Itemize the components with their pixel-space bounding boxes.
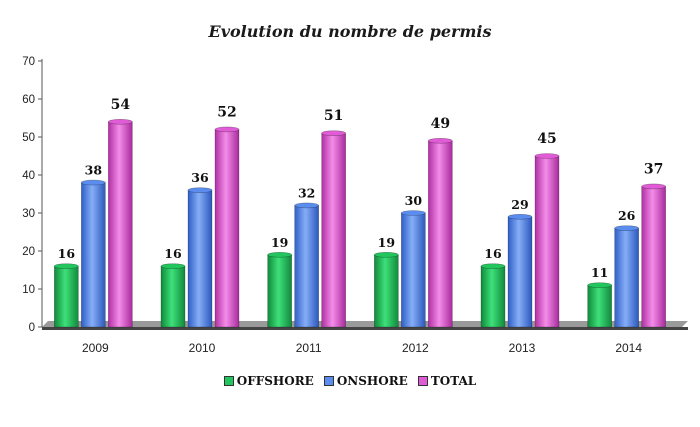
bar-offshore-2012 <box>374 254 399 328</box>
chart-bars <box>54 119 666 328</box>
data-label-onshore-2014: 26 <box>618 208 636 223</box>
x-tick-label-2012: 2012 <box>402 341 429 355</box>
legend-swatch-onshore <box>323 376 334 386</box>
x-tick-label-2010: 2010 <box>189 341 216 355</box>
y-tick-label: 50 <box>22 132 35 144</box>
y-tick-label: 40 <box>22 170 35 182</box>
legend-label-total: TOTAL <box>430 374 477 388</box>
x-axis-line <box>42 327 688 330</box>
y-tick-label: 60 <box>22 94 35 106</box>
data-label-offshore-2012: 19 <box>378 235 395 250</box>
y-tick-label: 0 <box>29 322 35 334</box>
legend-item-onshore: ONSHORE <box>323 374 408 388</box>
bar-cap-total-2013 <box>534 153 560 159</box>
legend-label-onshore: ONSHORE <box>336 374 408 388</box>
legend-item-offshore: OFFSHORE <box>223 374 314 388</box>
bar-cap-total-2011 <box>321 130 346 136</box>
legend-swatch-total <box>417 376 428 386</box>
data-label-offshore-2013: 16 <box>484 246 502 261</box>
bar-total-2014 <box>641 186 666 328</box>
bar-cap-onshore-2011 <box>294 202 319 209</box>
legend-label-offshore: OFFSHORE <box>236 374 314 388</box>
data-label-onshore-2010: 36 <box>191 170 209 185</box>
chart-labels: 16 38 54 2009 16 36 52 2010 19 32 51 2011 19 30 49 2012… <box>58 97 664 355</box>
y-tick-label: 10 <box>22 284 35 296</box>
x-tick-label-2009: 2009 <box>82 341 109 355</box>
bar-onshore-2011 <box>294 205 319 328</box>
data-label-total-2009: 54 <box>111 97 131 113</box>
bar-cap-offshore-2013 <box>480 263 506 270</box>
y-tick-label: 70 <box>22 56 35 68</box>
bar-onshore-2013 <box>507 216 533 328</box>
chart-title: Evolution du nombre de permis <box>208 22 492 41</box>
bar-cap-total-2014 <box>641 183 666 190</box>
data-label-total-2013: 45 <box>537 131 556 147</box>
data-label-offshore-2014: 11 <box>591 265 608 280</box>
x-tick-label-2011: 2011 <box>296 341 322 355</box>
bar-offshore-2010 <box>160 265 186 328</box>
bar-cap-onshore-2012 <box>401 210 426 216</box>
bar-cap-offshore-2011 <box>267 252 292 258</box>
bar-total-2011 <box>321 132 346 328</box>
bar-onshore-2009 <box>81 182 106 328</box>
bar-offshore-2011 <box>267 254 292 328</box>
legend: OFFSHORE ONSHORE TOTAL <box>0 374 700 388</box>
bar-cap-total-2009 <box>108 119 133 125</box>
data-label-onshore-2013: 29 <box>511 197 528 212</box>
x-tick-label-2014: 2014 <box>615 341 642 355</box>
x-tick-label-2013: 2013 <box>509 341 536 355</box>
data-label-total-2012: 49 <box>431 116 450 132</box>
bar-onshore-2010 <box>187 189 213 328</box>
bar-cap-onshore-2013 <box>507 214 533 220</box>
data-label-offshore-2009: 16 <box>58 246 76 261</box>
bar-cap-total-2010 <box>214 126 240 133</box>
bar-cap-onshore-2014 <box>614 225 639 231</box>
bar-total-2010 <box>214 129 240 328</box>
legend-swatch-offshore <box>223 376 234 386</box>
y-tick-label: 20 <box>22 246 35 258</box>
bar-onshore-2014 <box>614 227 639 328</box>
bar-offshore-2014 <box>587 284 612 328</box>
data-label-total-2011: 51 <box>324 108 343 124</box>
data-label-offshore-2011: 19 <box>271 235 288 250</box>
y-tick-label: 30 <box>22 208 35 220</box>
bar-cap-offshore-2010 <box>160 263 186 270</box>
data-label-onshore-2009: 38 <box>85 163 103 178</box>
bar-cap-offshore-2014 <box>587 282 612 289</box>
bar-cap-offshore-2012 <box>374 252 399 258</box>
bar-cap-onshore-2010 <box>187 187 213 193</box>
bar-offshore-2013 <box>480 265 506 328</box>
bar-cap-total-2012 <box>428 138 453 144</box>
bar-cap-offshore-2009 <box>54 263 79 270</box>
data-label-offshore-2010: 16 <box>164 246 182 261</box>
data-label-total-2010: 52 <box>217 104 236 120</box>
bar-total-2013 <box>534 155 560 328</box>
bar-cap-onshore-2009 <box>81 179 106 186</box>
data-label-onshore-2011: 32 <box>298 185 315 200</box>
bar-offshore-2009 <box>54 265 79 328</box>
bar-total-2012 <box>428 140 453 328</box>
legend-item-total: TOTAL <box>417 374 477 388</box>
bar-onshore-2012 <box>401 212 426 328</box>
data-label-total-2014: 37 <box>644 161 663 177</box>
bar-total-2009 <box>108 121 133 328</box>
data-label-onshore-2012: 30 <box>405 193 423 208</box>
